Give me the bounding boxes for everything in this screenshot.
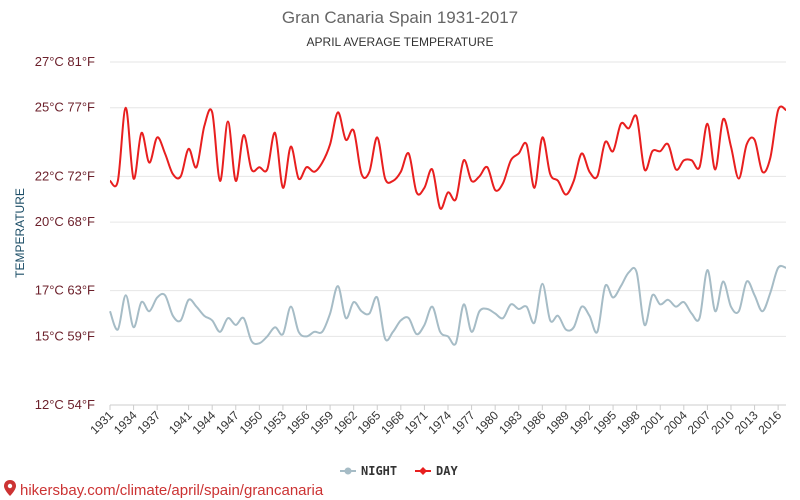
- y-tick-label: 20°C 68°F: [35, 214, 95, 229]
- y-tick-label: 12°C 54°F: [35, 397, 95, 412]
- y-tick-label: 17°C 63°F: [35, 283, 95, 298]
- x-tick-label: 1959: [307, 408, 336, 437]
- x-tick-label: 1941: [166, 408, 195, 437]
- x-tick-label: 1953: [260, 408, 289, 437]
- x-tick-label: 2016: [755, 408, 784, 437]
- x-tick-label: 1980: [473, 408, 502, 437]
- y-tick-label: 27°C 81°F: [35, 54, 95, 69]
- x-tick-label: 2004: [661, 408, 690, 437]
- x-tick-label: 2013: [732, 408, 761, 437]
- legend-item-day[interactable]: DAY: [415, 464, 458, 478]
- x-tick-label: 2007: [685, 408, 714, 437]
- x-tick-label: 1995: [590, 408, 619, 437]
- y-tick-label: 22°C 72°F: [35, 168, 95, 183]
- legend-circle-marker: [344, 467, 352, 475]
- x-tick-label: 1944: [190, 408, 219, 437]
- x-tick-label: 1965: [355, 408, 384, 437]
- x-tick-label: 1931: [87, 408, 116, 437]
- x-tick-label: 1977: [449, 408, 478, 437]
- x-tick-label: 2001: [638, 408, 667, 437]
- legend-label: NIGHT: [361, 464, 397, 478]
- x-tick-label: 1962: [331, 408, 360, 437]
- x-tick-label: 1986: [520, 408, 549, 437]
- series-lines: [109, 105, 787, 346]
- x-tick-label: 1971: [402, 408, 431, 437]
- x-tick-label: 1934: [111, 408, 140, 437]
- x-tick-label: 1950: [237, 408, 266, 437]
- x-tick-label: 1989: [543, 408, 572, 437]
- y-tick-label: 15°C 59°F: [35, 328, 95, 343]
- x-tick-label: 1947: [213, 408, 242, 437]
- chart-subtitle: APRIL AVERAGE TEMPERATURE: [307, 35, 494, 49]
- source-credit[interactable]: hikersbay.com/climate/april/spain/granca…: [20, 482, 324, 499]
- x-tick-label: 1968: [378, 408, 407, 437]
- x-tick-label: 1937: [135, 408, 164, 437]
- legend-diamond-marker: [419, 467, 427, 475]
- legend[interactable]: NIGHT DAY: [340, 464, 458, 478]
- grid-lines: [110, 61, 786, 406]
- y-axis-label: TEMPERATURE: [13, 188, 27, 278]
- x-tick-label: 1992: [567, 408, 596, 437]
- x-tick-label: 1983: [496, 408, 525, 437]
- series-line-night: [109, 264, 787, 346]
- x-tick-label: 1998: [614, 408, 643, 437]
- legend-item-night[interactable]: NIGHT: [340, 464, 397, 478]
- chart-title: Gran Canaria Spain 1931-2017: [282, 8, 518, 27]
- y-tick-label: 25°C 77°F: [35, 100, 95, 115]
- series-line-day: [109, 105, 787, 210]
- x-tick-label: 2010: [708, 408, 737, 437]
- y-axis-ticks: 12°C 54°F 15°C 59°F 17°C 63°F 20°C 68°F 22°C…: [35, 54, 95, 412]
- location-pin-icon: [4, 480, 16, 496]
- x-tick-label: 1974: [425, 408, 454, 437]
- legend-label: DAY: [436, 464, 458, 478]
- x-tick-label: 1956: [284, 408, 313, 437]
